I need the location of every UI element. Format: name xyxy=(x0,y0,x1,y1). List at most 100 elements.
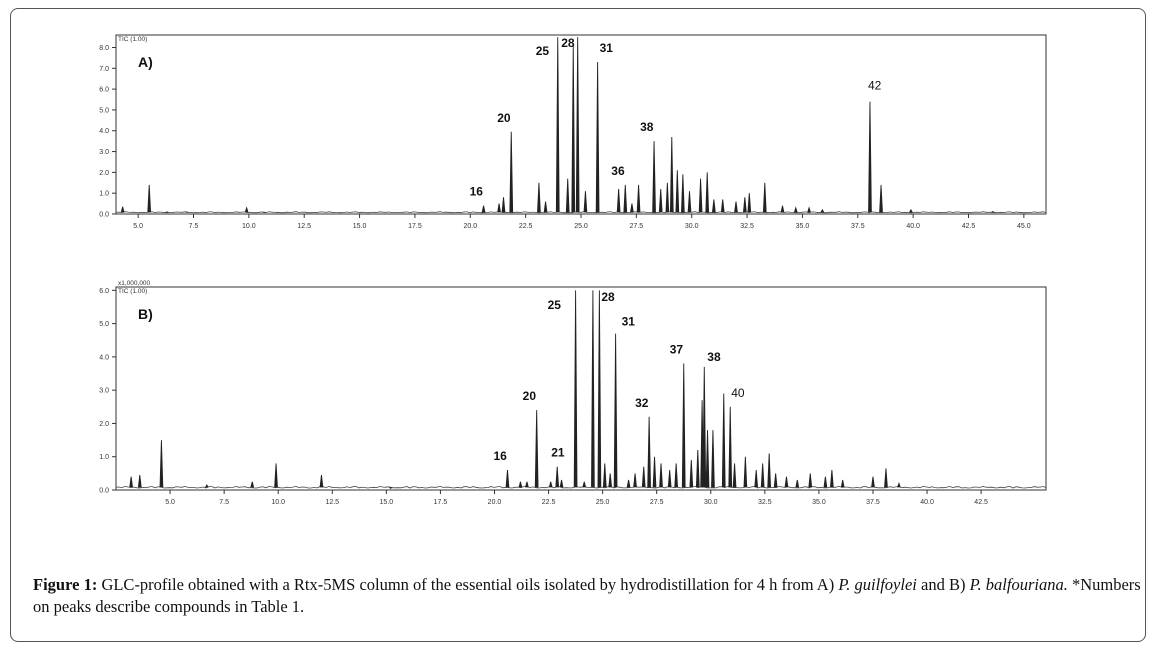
peak xyxy=(137,474,142,488)
x-tick-label: 22.5 xyxy=(542,499,556,506)
peak xyxy=(548,481,553,488)
peak xyxy=(687,191,692,213)
peak xyxy=(728,406,733,488)
x-tick-label: 17.5 xyxy=(408,223,422,230)
x-tick-label: 15.0 xyxy=(353,223,367,230)
peak xyxy=(636,184,641,213)
peak xyxy=(319,474,324,488)
peak xyxy=(658,188,663,213)
x-tick-label: 37.5 xyxy=(866,499,880,506)
detector-label: TIC (1.00) xyxy=(118,36,147,43)
peak xyxy=(784,476,789,488)
peak-label: 20 xyxy=(523,389,537,403)
peak xyxy=(689,460,694,488)
peak xyxy=(509,131,514,213)
peak-label: 32 xyxy=(635,396,649,410)
baseline-trace xyxy=(115,485,1047,489)
peak xyxy=(721,393,726,488)
peak xyxy=(159,440,164,488)
peak xyxy=(884,468,888,488)
y-tick-label: 0.0 xyxy=(99,212,109,219)
peak-label: 16 xyxy=(493,449,507,463)
peak xyxy=(250,481,255,488)
y-tick-label: 3.0 xyxy=(99,388,109,395)
peak xyxy=(630,203,634,213)
peak xyxy=(681,174,685,213)
y-tick-label: 5.0 xyxy=(99,107,109,114)
caption-label: Figure 1: xyxy=(33,575,98,594)
y-tick-label: 1.0 xyxy=(99,454,109,461)
peak xyxy=(120,206,125,213)
x-tick-label: 37.5 xyxy=(851,223,865,230)
panel-label: B) xyxy=(138,306,153,322)
peak xyxy=(823,476,828,488)
peak xyxy=(274,463,278,488)
peak-label: 20 xyxy=(497,111,511,125)
peak xyxy=(505,469,510,488)
chromatogram-panel-a: 0.0 1.0 2.0 3.0 4.0 5.0 6.0 7.0 8.0 5.0 7.5 10.0 12.… xyxy=(99,34,1047,230)
peak xyxy=(659,463,663,488)
peak-label: 28 xyxy=(561,36,575,50)
peak xyxy=(991,210,995,213)
peak xyxy=(830,469,834,488)
figure-frame: 0.0 1.0 2.0 3.0 4.0 5.0 6.0 7.0 8.0 5.0 7.5 10.0 12.… xyxy=(10,8,1146,642)
peak xyxy=(871,476,875,488)
peak xyxy=(780,205,785,213)
peak xyxy=(481,205,486,213)
x-tick-label: 35.0 xyxy=(796,223,810,230)
peak-label: 16 xyxy=(470,185,484,199)
peak xyxy=(559,479,564,488)
x-tick-label: 42.5 xyxy=(974,499,988,506)
peak xyxy=(595,62,600,213)
peak xyxy=(767,453,772,488)
peak xyxy=(868,101,872,213)
detector-label: TIC (1.00) xyxy=(118,288,147,295)
y-tick-label: 4.0 xyxy=(99,354,109,361)
x-tick-label: 20.0 xyxy=(488,499,502,506)
peak xyxy=(665,182,670,213)
peak xyxy=(613,333,618,488)
peak xyxy=(573,290,578,488)
peak xyxy=(129,476,133,488)
peak xyxy=(602,463,607,488)
peak xyxy=(616,188,621,213)
peak xyxy=(681,363,686,488)
peak xyxy=(879,184,883,213)
peak-label: 42 xyxy=(868,79,882,93)
peak-label: 25 xyxy=(548,298,562,312)
peak xyxy=(623,184,628,213)
x-tick-label: 25.0 xyxy=(596,499,610,506)
plot-area xyxy=(115,34,1047,215)
peak xyxy=(571,45,576,213)
peak xyxy=(698,178,703,213)
peak xyxy=(205,484,209,488)
peak xyxy=(497,203,501,213)
caption-text-3: *Numbers on peaks describe compounds in … xyxy=(33,575,1141,616)
peak xyxy=(808,473,813,488)
peak xyxy=(652,141,656,213)
x-tick-label: 7.5 xyxy=(219,499,229,506)
peak xyxy=(555,466,560,488)
peak-label: 38 xyxy=(707,350,721,364)
panel-label: A) xyxy=(138,54,153,70)
y-tick-label: 2.0 xyxy=(99,421,109,428)
peak xyxy=(626,479,631,488)
peak xyxy=(555,37,560,213)
y-tick-label: 8.0 xyxy=(99,45,109,52)
y-tick-label: 0.0 xyxy=(99,488,109,495)
peak xyxy=(582,481,587,488)
y-tick-label: 6.0 xyxy=(99,288,109,295)
x-tick-label: 5.0 xyxy=(133,223,143,230)
x-tick-label: 12.5 xyxy=(325,499,339,506)
peak xyxy=(641,466,646,488)
peak xyxy=(147,184,152,213)
peak xyxy=(652,456,657,488)
y-tick-label: 4.0 xyxy=(99,128,109,135)
peak xyxy=(897,481,901,488)
peak-label: 40 xyxy=(731,386,745,400)
peak xyxy=(711,430,715,488)
peak xyxy=(537,182,541,213)
x-tick-label: 27.5 xyxy=(650,499,664,506)
peak-label: 38 xyxy=(640,120,654,134)
peak xyxy=(695,450,700,488)
